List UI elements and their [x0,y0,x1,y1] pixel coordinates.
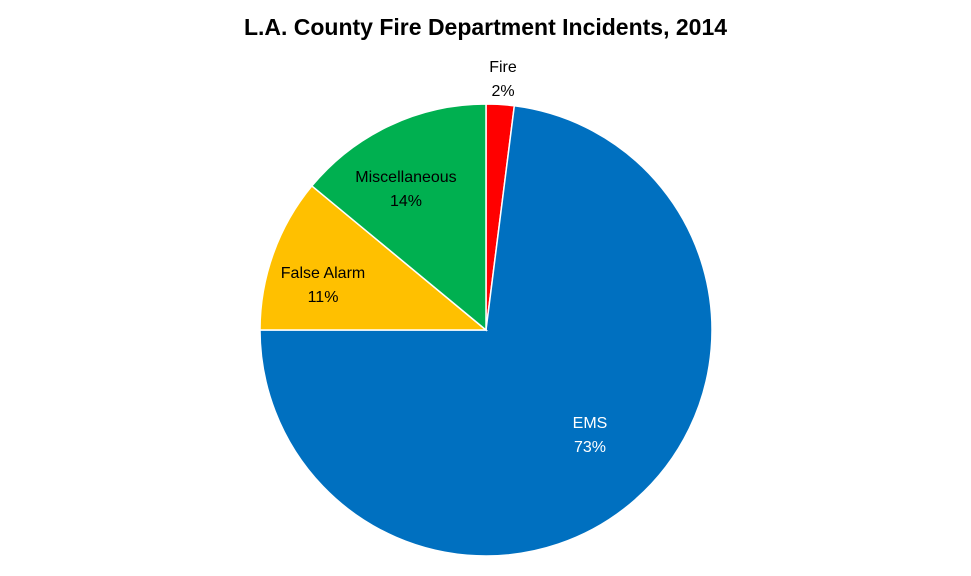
slice-value-label-false-alarm: 11% [308,289,339,306]
slice-value-label-miscellaneous: 14% [390,193,422,210]
slice-name-label-false-alarm: False Alarm [281,265,365,282]
slice-value-label-ems: 73% [574,439,606,456]
slice-name-label-ems: EMS [573,415,608,432]
slice-name-label-miscellaneous: Miscellaneous [355,169,456,186]
pie-slice-miscellaneous [310,103,487,332]
slice-value-label-fire: 2% [491,83,514,100]
slice-name-label-fire: Fire [489,59,517,76]
chart-title: L.A. County Fire Department Incidents, 2… [243,14,728,40]
pie-slice-false-alarm [259,184,489,331]
